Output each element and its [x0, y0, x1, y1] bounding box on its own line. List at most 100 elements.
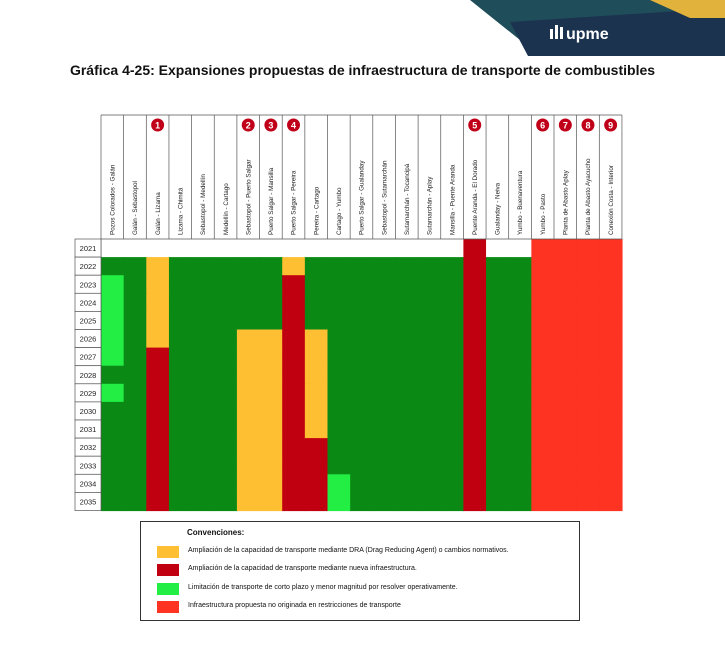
heatmap-cell-2030-21	[554, 401, 578, 421]
heatmap-cell-2031-23	[599, 420, 623, 439]
heatmap-cell-2031-1	[101, 420, 125, 439]
heatmap-cell-2034-16	[440, 474, 464, 493]
column-label-2: Galán - Sebastopol	[132, 181, 139, 235]
heatmap-cell-2031-18	[486, 420, 510, 439]
heatmap-cell-2024-5	[191, 293, 215, 312]
heatmap-cell-2035-14	[395, 492, 419, 512]
heatmap-cell-2029-22	[576, 383, 600, 403]
heatmap-cell-2035-22	[576, 492, 600, 512]
year-label-2022: 2022	[80, 262, 97, 271]
heatmap-cell-2027-23	[599, 347, 623, 367]
heatmap-cell-2025-22	[576, 311, 600, 331]
heatmap-cell-2028-19	[508, 365, 532, 385]
heatmap-cell-2023-15	[418, 275, 442, 294]
heatmap-cell-2024-18	[486, 293, 510, 312]
heatmap-cell-2033-14	[395, 456, 419, 475]
heatmap-cell-2033-7	[236, 456, 261, 475]
heatmap-cell-2032-10	[304, 438, 329, 457]
heatmap-cell-2030-12	[350, 401, 374, 421]
legend-label-dra: Ampliación de la capacidad de transporte…	[188, 547, 509, 554]
heatmap-cell-2028-17	[463, 365, 487, 385]
heatmap-cell-2027-18	[486, 347, 510, 367]
heatmap-cell-2023-9	[282, 275, 306, 294]
heatmap-cell-2022-15	[418, 257, 442, 276]
heatmap-cell-2025-17	[463, 311, 487, 331]
heatmap-cell-2035-7	[236, 492, 261, 512]
heatmap-cell-2024-6	[214, 293, 238, 312]
heatmap-cell-2022-13	[372, 257, 397, 276]
heatmap-cell-2031-12	[350, 420, 374, 439]
heatmap-cell-2026-9	[282, 329, 306, 349]
heatmap-cell-2027-10	[304, 347, 329, 367]
heatmap-cell-2021-5	[191, 239, 215, 258]
heatmap-cell-2027-13	[372, 347, 397, 367]
badge-number-3: 3	[268, 120, 273, 130]
heatmap-cell-2030-13	[372, 401, 397, 421]
heatmap-cell-2034-23	[599, 474, 623, 493]
heatmap-cell-2026-11	[327, 329, 351, 349]
heatmap-cell-2022-1	[101, 257, 125, 276]
heatmap-cell-2024-2	[123, 293, 147, 312]
heatmap-cell-2028-23	[599, 365, 623, 385]
heatmap-cell-2029-14	[395, 383, 419, 403]
heatmap-cell-2028-18	[486, 365, 510, 385]
heatmap-cell-2035-20	[531, 492, 555, 512]
heatmap-cell-2033-22	[576, 456, 600, 475]
heatmap-cell-2031-7	[236, 420, 261, 439]
heatmap-cell-2024-19	[508, 293, 532, 312]
badge-circle-8	[581, 118, 595, 132]
year-label-2033: 2033	[80, 461, 97, 470]
heatmap-cell-2030-22	[576, 401, 600, 421]
heatmap-cell-2022-22	[576, 257, 600, 276]
heatmap-cell-2021-15	[418, 239, 442, 258]
column-label-4: Lizama - Chimitá	[177, 187, 184, 235]
heatmap-cell-2021-6	[214, 239, 238, 258]
heatmap-cell-2027-4	[168, 347, 193, 367]
heatmap-cell-2033-3	[146, 456, 170, 475]
heatmap-cell-2026-17	[463, 329, 487, 349]
heatmap-cell-2024-3	[146, 293, 170, 312]
heatmap-cell-2028-15	[418, 365, 442, 385]
heatmap-cell-2032-9	[282, 438, 306, 457]
upme-logo-text: upme	[566, 26, 609, 43]
heatmap-cell-2027-3	[146, 347, 170, 367]
heatmap-cell-2029-12	[350, 383, 374, 403]
heatmap-cell-2025-4	[168, 311, 193, 331]
heatmap-cell-2030-1	[101, 401, 125, 421]
grid-layer	[74, 114, 623, 511]
heatmap-cell-2034-10	[304, 474, 329, 493]
heatmap-cell-2034-8	[259, 474, 283, 493]
heatmap-cell-2032-13	[372, 438, 397, 457]
column-label-1: Pozos Colorados - Galán	[110, 164, 117, 235]
heatmap-cell-2025-9	[282, 311, 306, 331]
heatmap-cell-2033-6	[214, 456, 238, 475]
heatmap-cell-2030-18	[486, 401, 510, 421]
heatmap-cell-2032-6	[214, 438, 238, 457]
heatmap-cell-2028-22	[576, 365, 600, 385]
heatmap-cell-2024-22	[576, 293, 600, 312]
heatmap-cell-2022-21	[554, 257, 578, 276]
heatmap-cell-2022-7	[236, 257, 261, 276]
heatmap-cell-2033-19	[508, 456, 532, 475]
heatmap-cell-2029-20	[531, 383, 555, 403]
heatmap-cell-2032-4	[168, 438, 193, 457]
year-label-2029: 2029	[80, 389, 97, 398]
heatmap-cell-2025-19	[508, 311, 532, 331]
heatmap-cell-2033-5	[191, 456, 215, 475]
badge-circle-1	[151, 118, 165, 132]
heatmap-cell-2035-3	[146, 492, 170, 512]
heatmap-cell-2021-8	[259, 239, 283, 258]
heatmap-cell-2029-11	[327, 383, 351, 403]
heatmap-cell-2022-16	[440, 257, 464, 276]
heatmap-cell-2035-13	[372, 492, 397, 512]
heatmap-cell-2032-7	[236, 438, 261, 457]
heatmap-cell-2021-21	[554, 239, 578, 258]
heatmap-cell-2034-20	[531, 474, 555, 493]
heatmap-cell-2021-1	[101, 239, 125, 258]
heatmap-cell-2035-21	[554, 492, 578, 512]
heatmap-cell-2028-7	[236, 365, 261, 385]
heatmap-cell-2031-6	[214, 420, 238, 439]
heatmap-cell-2030-11	[327, 401, 351, 421]
heatmap-cell-2034-18	[486, 474, 510, 493]
heatmap-cell-2028-21	[554, 365, 578, 385]
